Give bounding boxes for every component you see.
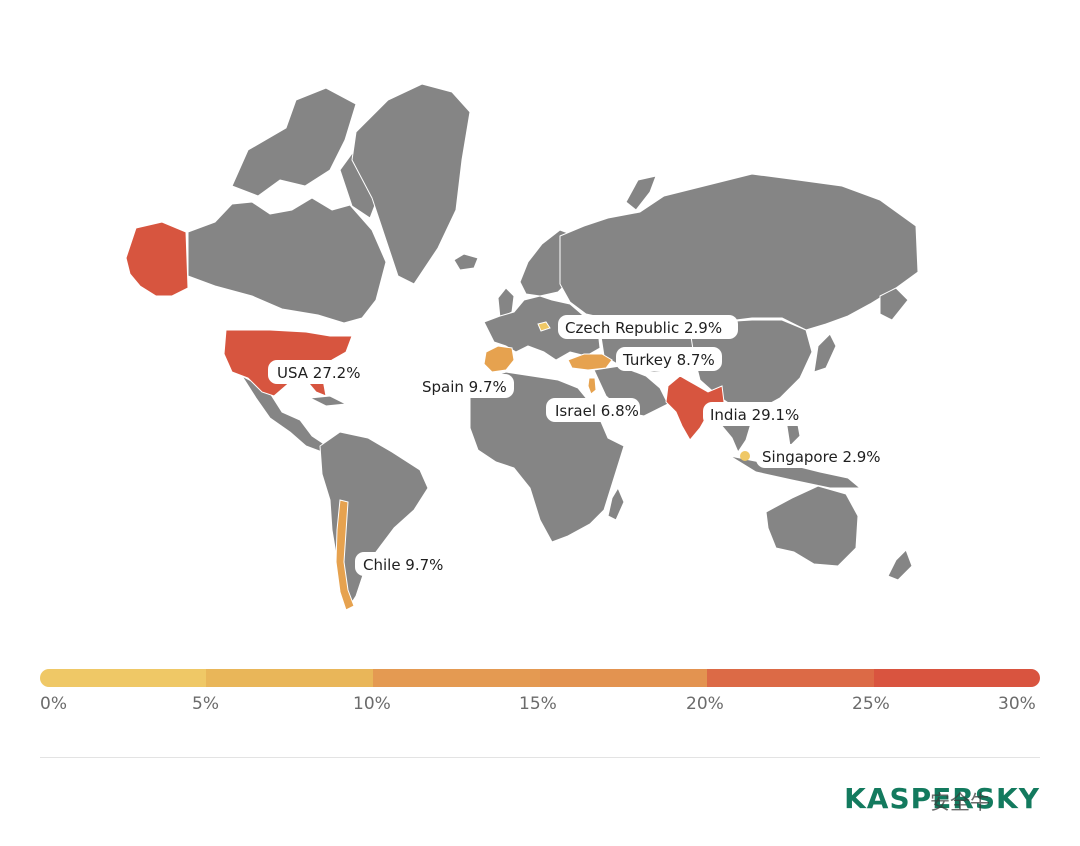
callout-spain: Spain 9.7%	[414, 374, 514, 398]
scale-tick-15: 15%	[519, 694, 557, 714]
callout-chile: Chile 9.7%	[355, 552, 451, 576]
callout-label: India 29.1%	[710, 406, 799, 424]
kamchatka	[879, 287, 909, 321]
country-turkey	[567, 353, 613, 371]
callout-label: Turkey 8.7%	[622, 351, 715, 369]
callout-label: Czech Republic 2.9%	[565, 319, 722, 337]
arctic-islands	[231, 87, 357, 197]
country-spain	[483, 345, 515, 373]
callout-singapore: Singapore 2.9%	[756, 444, 890, 468]
country-alaska	[125, 221, 189, 297]
scale-segment	[206, 669, 373, 687]
uk	[497, 287, 515, 319]
world-map: USA 27.2% India 29.1% Spain 9.7% Chile 9…	[125, 83, 919, 611]
canada	[187, 197, 387, 324]
callout-czech-republic: Czech Republic 2.9%	[558, 315, 738, 339]
new-zealand	[887, 549, 913, 581]
novaya-zemlya	[625, 175, 657, 211]
country-chile	[335, 499, 355, 611]
country-czech-republic	[537, 321, 551, 332]
callout-turkey: Turkey 8.7%	[616, 347, 722, 371]
madagascar	[607, 487, 625, 521]
south-america	[319, 431, 429, 611]
kaspersky-logo: KASPERSKY	[844, 782, 1040, 815]
scale-segment	[707, 669, 874, 687]
callout-label: Israel 6.8%	[555, 402, 639, 420]
scale-segment	[874, 669, 1040, 687]
australia	[765, 485, 859, 567]
scale-tick-0: 0%	[40, 694, 67, 714]
scale-segment	[40, 669, 206, 687]
callout-usa: USA 27.2%	[268, 360, 360, 384]
scale-tick-20: 20%	[686, 694, 724, 714]
callout-israel: Israel 6.8%	[546, 398, 640, 422]
scale-tick-5: 5%	[192, 694, 219, 714]
scale-tick-25: 25%	[852, 694, 890, 714]
callout-label: Spain 9.7%	[422, 378, 507, 396]
callout-india: India 29.1%	[703, 402, 807, 426]
scale-tick-30: 30%	[998, 694, 1036, 714]
callout-label: Singapore 2.9%	[762, 448, 881, 466]
iceland	[453, 253, 479, 271]
watermark-text: 安全牛	[930, 790, 990, 814]
callout-label: Chile 9.7%	[363, 556, 443, 574]
russia	[559, 173, 919, 331]
callout-label: USA 27.2%	[277, 364, 360, 382]
scale-tick-10: 10%	[353, 694, 391, 714]
color-scale-bar	[40, 669, 1040, 687]
country-israel	[587, 377, 597, 395]
cuba	[309, 395, 347, 407]
footer-divider	[40, 757, 1040, 758]
scale-segment	[540, 669, 707, 687]
country-singapore	[740, 451, 750, 461]
land-masses	[187, 83, 919, 611]
scale-segment	[373, 669, 540, 687]
japan	[813, 333, 837, 373]
greenland	[351, 83, 471, 285]
